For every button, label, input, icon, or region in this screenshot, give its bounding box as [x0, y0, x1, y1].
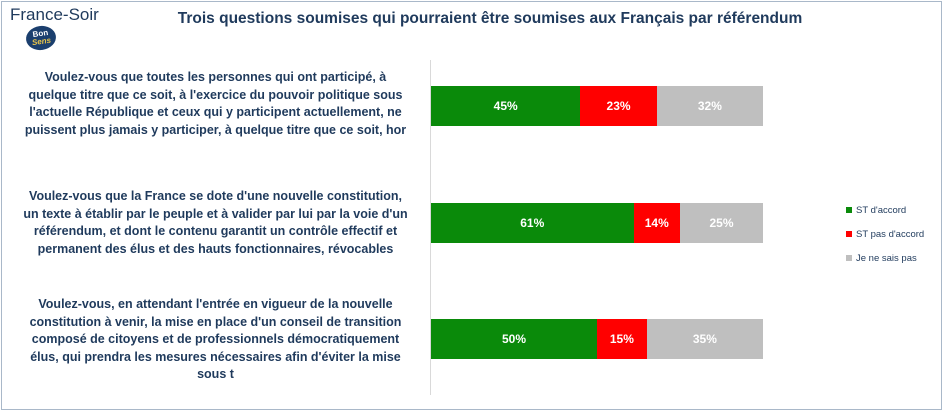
data-label: 25%: [709, 216, 734, 230]
stacked-bar-1: 45% 23% 32%: [431, 86, 763, 126]
bar-segment-st-pas-accord: 23%: [580, 86, 657, 126]
legend-label-st-pas-accord: ST pas d'accord: [856, 228, 925, 240]
category-axis-line: [430, 60, 431, 395]
data-label: 35%: [692, 332, 717, 346]
legend-item-st-pas-accord: ST pas d'accord: [846, 222, 924, 246]
bar-segment-ne-sais-pas: 25%: [679, 203, 763, 243]
data-label: 61%: [520, 216, 545, 230]
chart-title: Trois questions soumises qui pourraient …: [177, 10, 803, 27]
stacked-bar-2: 61% 14% 25%: [431, 203, 763, 243]
bar-segment-ne-sais-pas: 35%: [646, 319, 763, 359]
data-label: 32%: [697, 99, 722, 113]
legend-swatch-st-pas-accord: [846, 231, 852, 237]
brand-name: France-Soir: [10, 5, 99, 24]
data-label: 14%: [644, 216, 669, 230]
data-label: 23%: [606, 99, 631, 113]
legend: ST d'accord ST pas d'accord Je ne sais p…: [846, 198, 924, 270]
question-label-3: Voulez-vous, en attendant l'entrée en vi…: [29, 297, 402, 381]
bar-segment-st-pas-accord: 15%: [597, 319, 647, 359]
question-label-1: Voulez-vous que toutes les personnes qui…: [24, 70, 407, 137]
stacked-bar-3: 50% 15% 35%: [431, 319, 763, 359]
bar-segment-st-pas-accord: 14%: [633, 203, 680, 243]
bar-segment-st-accord: 50%: [431, 319, 597, 359]
bar-segment-st-accord: 61%: [431, 203, 634, 243]
legend-swatch-ne-sais-pas: [846, 255, 852, 261]
bar-segment-ne-sais-pas: 32%: [656, 86, 763, 126]
legend-swatch-st-accord: [846, 207, 852, 213]
legend-label-st-accord: ST d'accord: [856, 204, 907, 216]
bar-segment-st-accord: 45%: [431, 86, 581, 126]
legend-item-st-accord: ST d'accord: [846, 198, 924, 222]
legend-item-ne-sais-pas: Je ne sais pas: [846, 246, 924, 270]
logo-text-line2: Sens: [31, 35, 52, 48]
data-label: 15%: [609, 332, 634, 346]
legend-label-ne-sais-pas: Je ne sais pas: [856, 252, 917, 264]
data-label: 45%: [493, 99, 518, 113]
question-label-2: Voulez-vous que la France se dote d'une …: [23, 189, 408, 256]
data-label: 50%: [501, 332, 527, 346]
